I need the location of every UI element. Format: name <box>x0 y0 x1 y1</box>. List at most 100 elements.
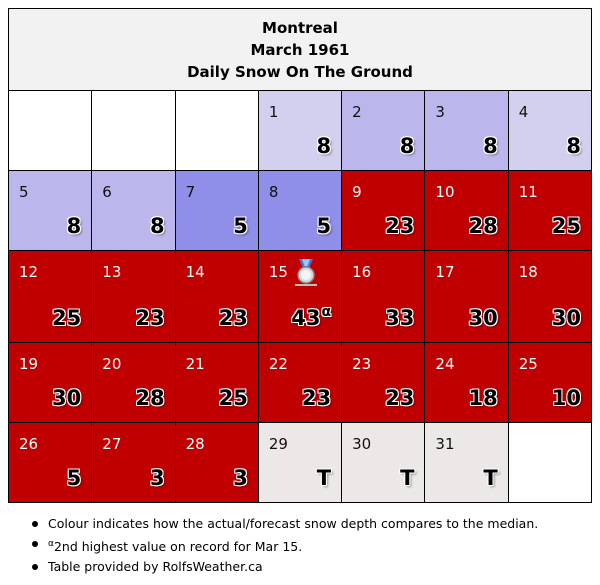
day-cell: 16 33 <box>341 250 426 343</box>
day-number: 30 <box>352 435 372 453</box>
snow-value: 10 <box>551 386 581 410</box>
snow-value: T <box>483 466 498 490</box>
empty-cell <box>91 90 176 171</box>
day-cell: 17 30 <box>424 250 509 343</box>
empty-cell <box>7 90 93 171</box>
day-number: 21 <box>185 355 205 373</box>
day-cell: 14 23 <box>174 250 259 343</box>
day-number: 23 <box>352 355 372 373</box>
day-number: 13 <box>102 263 122 281</box>
day-number: 15 <box>268 263 288 281</box>
day-cell: 20 28 <box>91 342 176 423</box>
snow-value: 3 <box>149 466 165 490</box>
day-number: 2 <box>352 103 362 121</box>
day-cell: 13 23 <box>91 250 176 343</box>
day-cell: 2 8 <box>341 90 426 171</box>
snow-value: 28 <box>135 386 165 410</box>
day-cell: 22 23 <box>257 342 343 423</box>
silver-medal-icon <box>294 259 317 286</box>
day-number: 10 <box>435 183 455 201</box>
day-number: 16 <box>352 263 372 281</box>
empty-cell <box>174 90 259 171</box>
day-number: 25 <box>518 355 538 373</box>
snow-value: 8 <box>66 214 82 238</box>
day-number: 9 <box>352 183 362 201</box>
day-number: 20 <box>102 355 122 373</box>
snow-value: 33 <box>385 306 415 330</box>
day-cell: 31 T <box>424 422 509 503</box>
day-number: 27 <box>102 435 122 453</box>
day-number: 1 <box>268 103 279 121</box>
day-number: 11 <box>518 183 538 201</box>
day-cell: 12 25 <box>7 250 93 343</box>
day-cell: 1 8 <box>257 90 343 171</box>
snow-value: 5 <box>233 214 248 238</box>
day-cell: 3 8 <box>424 90 509 171</box>
day-number: 28 <box>185 435 205 453</box>
day-cell: 27 3 <box>91 422 176 503</box>
snow-value: 25 <box>52 306 82 330</box>
snow-value: 23 <box>385 214 415 238</box>
day-cell: 25 10 <box>507 342 593 423</box>
note-record-text: 2nd highest value on record for Mar 15. <box>53 539 303 554</box>
snow-value: 23 <box>218 306 248 330</box>
snow-value: T <box>400 466 415 490</box>
day-number: 7 <box>185 183 196 201</box>
day-cell: 5 8 <box>7 170 93 251</box>
snow-value: 23 <box>301 386 332 410</box>
notes-list: Colour indicates how the actual/forecast… <box>30 514 538 577</box>
snow-value: 5 <box>66 466 82 490</box>
snow-value: 30 <box>468 306 498 330</box>
day-number: 29 <box>268 435 288 453</box>
week-row: 19 30 20 28 21 25 22 23 23 23 24 18 25 1… <box>7 342 593 423</box>
record-marker: α <box>321 304 332 320</box>
day-number: 4 <box>518 103 529 121</box>
snow-value: 43α <box>291 304 331 330</box>
snow-value: 5 <box>316 214 332 238</box>
snow-value: 30 <box>551 306 581 330</box>
day-number: 3 <box>435 103 445 121</box>
day-cell: 26 5 <box>7 422 93 503</box>
day-number: 12 <box>19 263 39 281</box>
snow-value: 8 <box>483 134 498 158</box>
week-row: 1 8 2 8 3 8 4 8 <box>7 90 593 171</box>
snow-value: 30 <box>52 386 82 410</box>
snow-value: 8 <box>399 134 415 158</box>
snow-value: 23 <box>385 386 415 410</box>
day-number: 17 <box>435 263 455 281</box>
day-cell: 29 T <box>257 422 343 503</box>
day-cell: 21 25 <box>174 342 259 423</box>
snow-value: 8 <box>566 134 581 158</box>
day-cell: 18 30 <box>507 250 593 343</box>
day-cell: 19 30 <box>7 342 93 423</box>
note-credit: Table provided by RolfsWeather.ca <box>30 557 538 577</box>
day-cell: 24 18 <box>424 342 509 423</box>
week-row: 12 25 13 23 14 23 15 43α 16 33 <box>7 250 593 343</box>
day-number: 26 <box>19 435 39 453</box>
day-cell: 9 23 <box>341 170 426 251</box>
note-record: α2nd highest value on record for Mar 15. <box>30 534 538 557</box>
day-number: 5 <box>19 183 29 201</box>
day-number: 8 <box>268 183 279 201</box>
city-title: Montreal <box>262 18 338 37</box>
day-number: 14 <box>185 263 205 281</box>
snow-value: 25 <box>551 214 581 238</box>
day-cell: 15 43α <box>257 250 343 343</box>
snow-value: 3 <box>233 466 248 490</box>
day-cell: 11 25 <box>507 170 593 251</box>
week-row: 5 8 6 8 7 5 8 5 9 23 10 28 11 25 <box>7 170 593 251</box>
day-cell: 8 5 <box>257 170 343 251</box>
day-cell: 23 23 <box>341 342 426 423</box>
day-number: 22 <box>268 355 288 373</box>
day-cell: 7 5 <box>174 170 259 251</box>
record-marker: α <box>48 539 54 549</box>
day-number: 31 <box>435 435 455 453</box>
snow-value-number: 43 <box>291 306 321 330</box>
snow-value: 8 <box>149 214 165 238</box>
day-number: 19 <box>19 355 39 373</box>
snow-value: 18 <box>468 386 498 410</box>
snow-value: 28 <box>468 214 498 238</box>
snow-value: 25 <box>218 386 248 410</box>
week-row: 26 5 27 3 28 3 29 T 30 T 31 T <box>7 422 593 503</box>
day-cell: 30 T <box>341 422 426 503</box>
